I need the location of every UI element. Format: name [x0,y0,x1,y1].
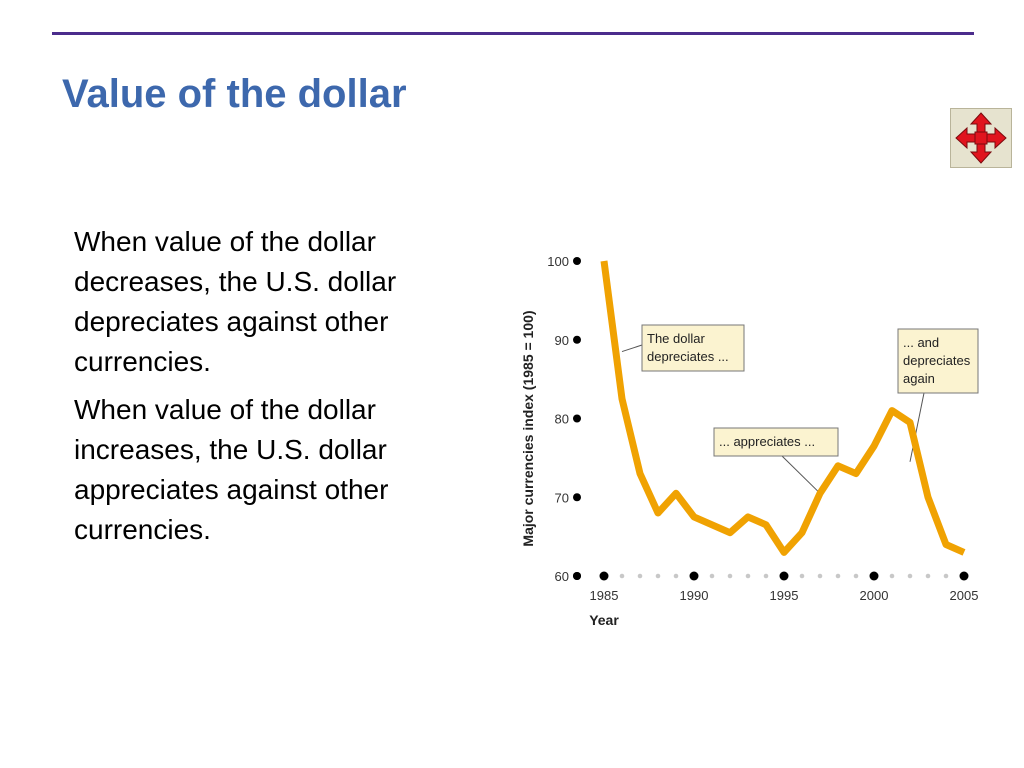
callout-text: again [903,371,935,386]
x-tick-dot-1995 [779,571,789,581]
x-minor-dot [745,573,751,579]
x-minor-dot [889,573,895,579]
y-tick-dot-90 [573,335,581,344]
dollar-index-chart: 60 70 80 90 100 1985 1990 1995 2000 2005 Year Major… [520,254,979,628]
y-tick-label-100: 100 [547,254,569,269]
x-minor-dot [925,573,931,579]
slide-title: Value of the dollar [62,72,407,116]
callout-text: ... appreciates ... [719,434,815,449]
x-tick-dot-2000 [869,571,879,581]
callout-box-1 [713,427,839,457]
callout-text: depreciates [903,353,971,368]
y-tick-label-60: 60 [555,569,569,584]
x-axis-label: Year [589,612,619,628]
callout-text: ... and [903,335,939,350]
four-way-arrow-icon [955,112,1007,164]
callout-leader-1 [781,455,821,494]
x-minor-dot [817,573,823,579]
x-tick-dot-1985 [599,571,609,581]
x-minor-dot [727,573,733,579]
callout-box-2 [897,328,979,394]
callout-leader-0 [621,344,643,353]
y-tick-label-70: 70 [555,490,569,505]
y-tick-dot-100 [573,257,581,265]
x-tick-label-1985: 1985 [590,588,619,603]
index-line [600,260,966,556]
x-tick-label-1995: 1995 [770,588,799,603]
title-rule [52,32,974,35]
x-minor-dot [799,573,805,579]
x-minor-dot [619,573,625,579]
x-minor-dot [835,573,841,579]
y-tick-dot-80 [573,414,581,423]
paragraph-depreciation: When value of the dollar decreases, the … [74,226,397,377]
y-axis-label: Major currencies index (1985 = 100) [520,310,536,546]
x-minor-dot [673,573,679,579]
body-text: When value of the dollar decreases, the … [74,222,494,558]
callout-text: depreciates ... [647,349,729,364]
callout-text: The dollar [647,331,705,346]
x-minor-dot [709,573,715,579]
callout-leader-2 [909,392,925,462]
x-minor-dot [763,573,769,579]
x-tick-label-2000: 2000 [860,588,889,603]
x-minor-dot [637,573,643,579]
x-tick-dot-2005 [959,571,969,581]
x-minor-dot [853,573,859,579]
x-minor-dot [943,573,949,579]
paragraph-appreciation: When value of the dollar increases, the … [74,394,389,545]
x-tick-label-2005: 2005 [950,588,979,603]
x-minor-dot [907,573,913,579]
x-tick-label-1990: 1990 [680,588,709,603]
y-tick-label-80: 80 [555,412,569,427]
x-minor-dot [655,573,661,579]
callout-box-0 [641,324,745,372]
x-origin-dot [573,572,581,580]
move-button[interactable] [950,108,1012,168]
y-tick-label-90: 90 [555,333,569,348]
y-tick-dot-70 [573,493,581,502]
x-tick-dot-1990 [689,571,699,581]
